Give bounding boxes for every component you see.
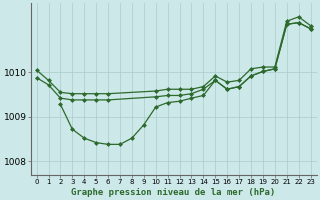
X-axis label: Graphe pression niveau de la mer (hPa): Graphe pression niveau de la mer (hPa) — [71, 188, 276, 197]
